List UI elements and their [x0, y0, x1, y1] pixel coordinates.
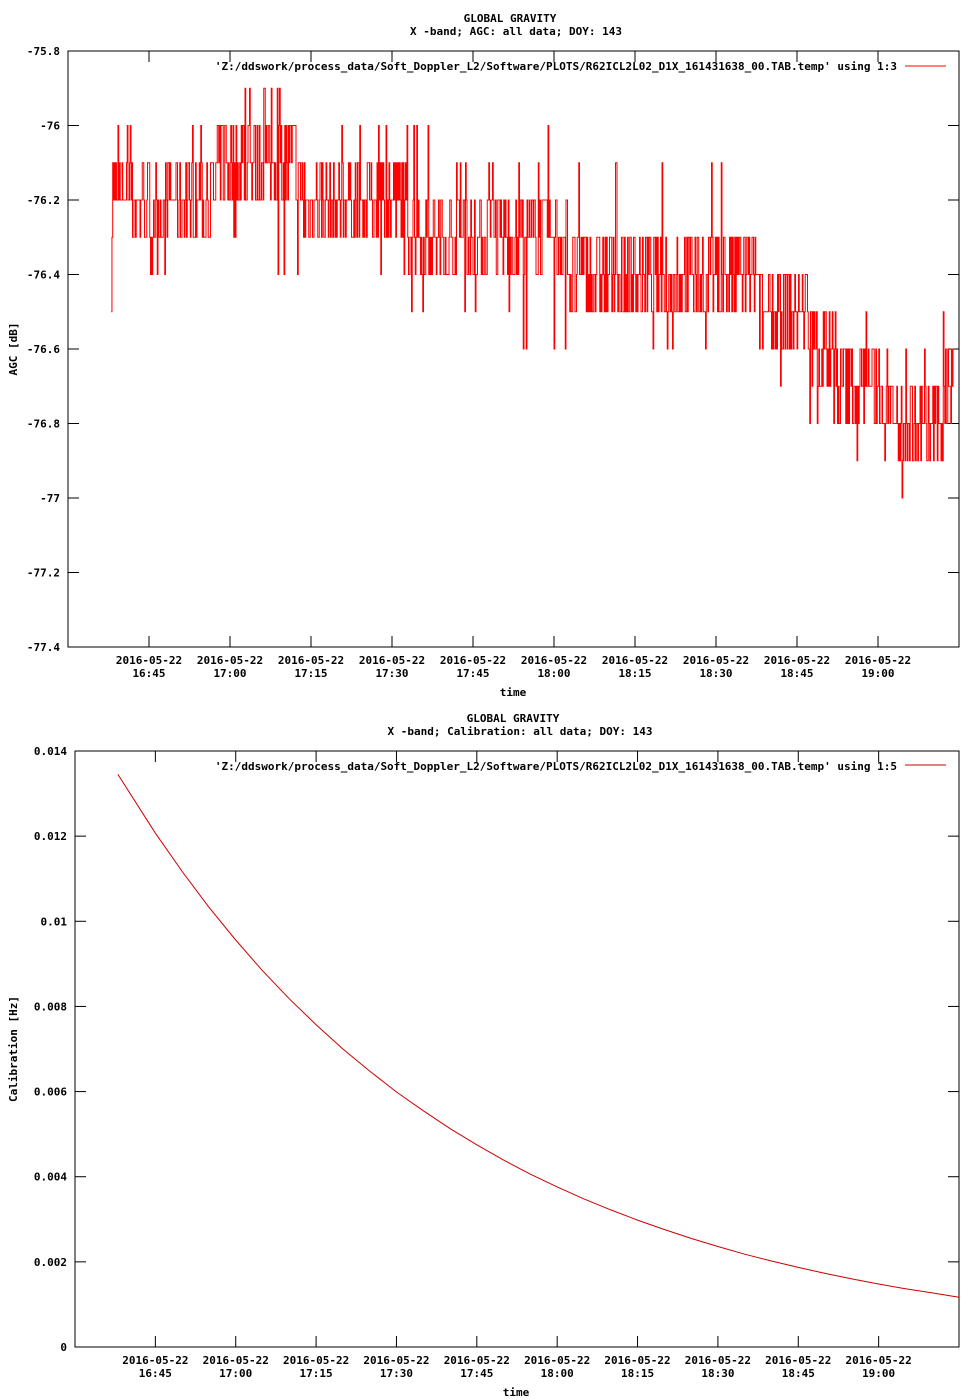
calibration-x-axis-label: time [503, 1386, 530, 1399]
calibration-x-tick-date: 2016-05-22 [363, 1354, 429, 1367]
calibration-x-tick-time: 17:00 [219, 1367, 252, 1380]
calibration-x-tick-time: 17:15 [300, 1367, 333, 1380]
calibration-x-tick-time: 16:45 [139, 1367, 172, 1380]
agc-y-tick-label: -77.4 [27, 641, 60, 654]
agc-x-tick-date: 2016-05-22 [764, 654, 830, 667]
agc-x-tick-date: 2016-05-22 [845, 654, 911, 667]
calibration-y-tick-label: 0.004 [34, 1171, 67, 1184]
calibration-y-tick-label: 0.002 [34, 1256, 67, 1269]
calibration-y-tick-label: 0.012 [34, 830, 67, 843]
agc-x-ticks: 2016-05-2216:452016-05-2217:002016-05-22… [116, 51, 911, 680]
agc-x-tick-date: 2016-05-22 [197, 654, 263, 667]
agc-x-tick-date: 2016-05-22 [521, 654, 587, 667]
agc-y-tick-label: -76.2 [27, 194, 60, 207]
agc-y-tick-label: -75.8 [27, 45, 60, 58]
agc-y-tick-label: -76.8 [27, 418, 60, 431]
calibration-x-tick-date: 2016-05-22 [283, 1354, 349, 1367]
agc-chart-title: GLOBAL GRAVITY [464, 12, 557, 25]
calibration-y-tick-label: 0.014 [34, 745, 67, 758]
calibration-x-tick-time: 18:30 [701, 1367, 734, 1380]
agc-y-tick-label: -76.4 [27, 269, 60, 282]
agc-x-tick-date: 2016-05-22 [683, 654, 749, 667]
agc-y-tick-label: -77.2 [27, 567, 60, 580]
agc-x-tick-time: 18:45 [780, 667, 813, 680]
calibration-x-tick-time: 17:45 [460, 1367, 493, 1380]
calibration-y-tick-label: 0 [60, 1341, 67, 1354]
calibration-x-tick-time: 17:30 [380, 1367, 413, 1380]
calibration-x-tick-time: 18:00 [541, 1367, 574, 1380]
calibration-series [117, 774, 960, 1298]
calibration-y-axis-label: Calibration [Hz] [7, 996, 20, 1102]
calibration-series-line [117, 774, 960, 1298]
agc-y-tick-label: -76.6 [27, 343, 60, 356]
calibration-x-tick-time: 19:00 [862, 1367, 895, 1380]
agc-x-axis-label: time [500, 686, 527, 699]
agc-y-axis-label: AGC [dB] [7, 323, 20, 376]
calibration-x-tick-time: 18:45 [782, 1367, 815, 1380]
agc-x-tick-time: 17:15 [294, 667, 327, 680]
agc-x-tick-time: 18:15 [618, 667, 651, 680]
calibration-chart-title: GLOBAL GRAVITY [467, 712, 560, 725]
agc-x-tick-time: 17:30 [375, 667, 408, 680]
agc-chart: GLOBAL GRAVITY X -band; AGC: all data; D… [7, 12, 960, 699]
agc-x-tick-time: 17:45 [456, 667, 489, 680]
calibration-y-tick-label: 0.01 [41, 915, 68, 928]
calibration-legend-label: 'Z:/ddswork/process_data/Soft_Doppler_L2… [215, 760, 897, 773]
agc-series-line [111, 87, 954, 499]
calibration-plot-area [74, 750, 960, 1348]
calibration-x-tick-date: 2016-05-22 [444, 1354, 510, 1367]
calibration-x-tick-time: 18:15 [621, 1367, 654, 1380]
agc-x-tick-date: 2016-05-22 [440, 654, 506, 667]
agc-y-ticks: -75.8 -76 -76.2 -76.4 -76.6 -76.8 -77 -77.2 -77.… [27, 45, 959, 654]
calibration-x-tick-date: 2016-05-22 [685, 1354, 751, 1367]
agc-x-tick-date: 2016-05-22 [116, 654, 182, 667]
agc-chart-subtitle: X -band; AGC: all data; DOY: 143 [410, 25, 622, 38]
agc-x-tick-date: 2016-05-22 [278, 654, 344, 667]
agc-x-tick-time: 19:00 [861, 667, 894, 680]
calibration-chart-subtitle: X -band; Calibration: all data; DOY: 143 [388, 725, 653, 738]
calibration-chart: GLOBAL GRAVITY X -band; Calibration: all… [7, 712, 960, 1399]
calibration-y-tick-label: 0.008 [34, 1000, 67, 1013]
agc-x-tick-time: 18:30 [699, 667, 732, 680]
agc-x-tick-date: 2016-05-22 [359, 654, 425, 667]
calibration-x-tick-date: 2016-05-22 [765, 1354, 831, 1367]
agc-x-tick-time: 17:00 [213, 667, 246, 680]
calibration-x-tick-date: 2016-05-22 [604, 1354, 670, 1367]
agc-legend-label: 'Z:/ddswork/process_data/Soft_Doppler_L2… [215, 60, 897, 73]
agc-series [111, 87, 954, 499]
calibration-x-tick-date: 2016-05-22 [122, 1354, 188, 1367]
agc-y-tick-label: -77 [40, 492, 60, 505]
calibration-y-ticks: 0.014 0.012 0.01 0.008 0.006 0.004 0.002 0 [34, 745, 959, 1354]
agc-x-tick-time: 18:00 [537, 667, 570, 680]
calibration-x-tick-date: 2016-05-22 [203, 1354, 269, 1367]
agc-x-tick-time: 16:45 [132, 667, 165, 680]
calibration-y-tick-label: 0.006 [34, 1086, 67, 1099]
calibration-x-ticks: 2016-05-2216:452016-05-2217:002016-05-22… [122, 751, 912, 1380]
agc-x-tick-date: 2016-05-22 [602, 654, 668, 667]
calibration-x-tick-date: 2016-05-22 [524, 1354, 590, 1367]
agc-y-tick-label: -76 [40, 120, 60, 133]
calibration-x-tick-date: 2016-05-22 [846, 1354, 912, 1367]
